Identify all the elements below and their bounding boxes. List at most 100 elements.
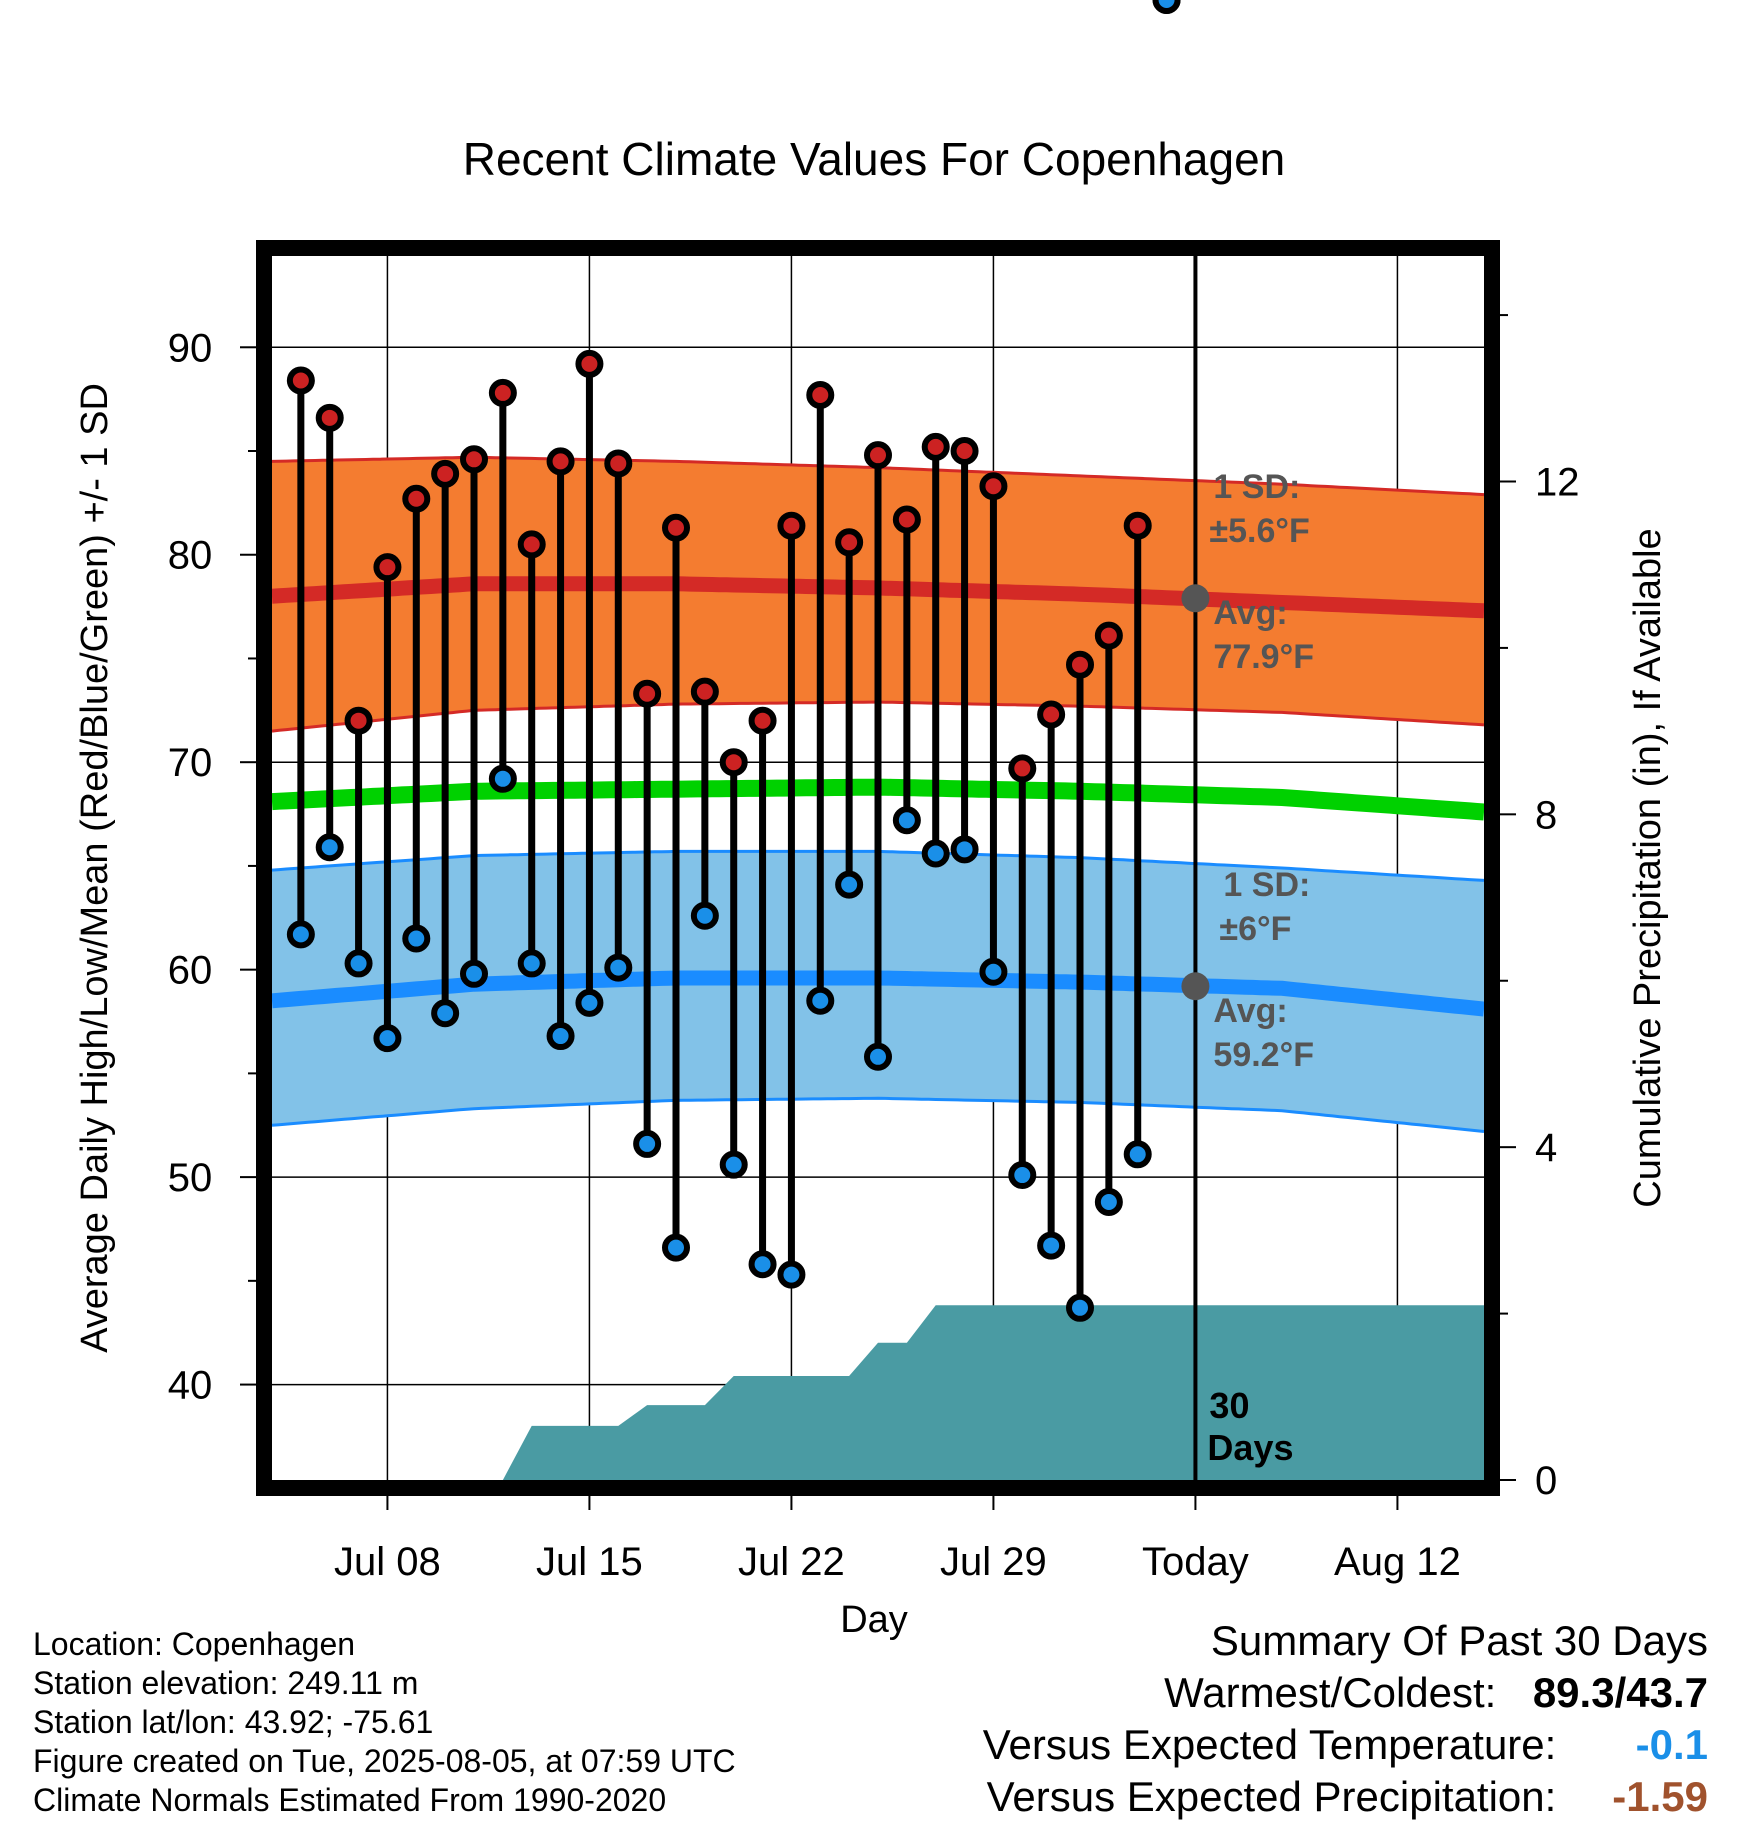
high-avg-label: Avg:	[1213, 594, 1287, 632]
today-high-avg-dot	[1181, 584, 1210, 613]
daily-high-point	[690, 677, 719, 706]
daily-low-point	[604, 953, 633, 982]
daily-high-point	[979, 472, 1008, 501]
daily-low-point	[373, 1024, 402, 1053]
y2-tick-label: 4	[1535, 1126, 1557, 1170]
low-avg-label: Avg:	[1213, 992, 1287, 1030]
daily-high-point	[950, 437, 979, 466]
summary-temp: Versus Expected Temperature: -0.1	[808, 1719, 1708, 1771]
summary-precip-value: -1.59	[1612, 1773, 1708, 1820]
daily-low-point	[690, 901, 719, 930]
daily-high-point	[1066, 650, 1094, 679]
x-tick-label: Aug 12	[1334, 1540, 1461, 1584]
daily-low-point	[835, 870, 864, 899]
daily-low-point	[488, 764, 517, 793]
daily-high-point	[546, 447, 575, 476]
daily-low-point	[344, 949, 373, 978]
low-avg-value: 59.2°F	[1213, 1036, 1314, 1074]
daily-low-point	[921, 839, 950, 868]
low-sd-label: 1 SD:	[1223, 866, 1310, 904]
daily-high-point	[892, 505, 921, 534]
precip-cumulative-area	[272, 1305, 1484, 1480]
daily-low-point	[950, 835, 979, 864]
y-tick-label: 70	[168, 741, 213, 785]
daily-high-point	[864, 441, 892, 470]
daily-high-point	[835, 528, 864, 557]
high-avg-value: 77.9°F	[1213, 638, 1314, 676]
daily-high-point	[633, 679, 662, 708]
daily-low-point	[1152, 0, 1181, 14]
daily-low-point	[517, 949, 546, 978]
y-tick-label: 80	[168, 534, 213, 578]
y2-tick-label: 12	[1535, 460, 1580, 504]
daily-high-point	[460, 445, 488, 474]
daily-high-point	[517, 530, 546, 559]
axes: 40 50 60 70 80 90 0 4 8 12 Jul 08 Jul 15 Jul 22 Jul 2…	[168, 314, 1580, 1584]
daily-high-point	[921, 432, 950, 461]
daily-low-point	[460, 959, 488, 988]
daily-high-point	[777, 511, 806, 540]
daily-low-point	[286, 920, 315, 949]
summary-warm-cold-label: Warmest/Coldest:	[1164, 1669, 1497, 1716]
daily-low-point	[315, 833, 344, 862]
y2-tick-label: 0	[1535, 1459, 1557, 1503]
summary-title: Summary Of Past 30 Days	[1210, 1617, 1708, 1664]
daily-low-point	[575, 988, 604, 1017]
x-tick-label: Jul 15	[536, 1540, 643, 1584]
daily-low-point	[806, 986, 835, 1015]
low-sd-band-lower-edge	[271, 1096, 1485, 1133]
x-tick-label: Jul 29	[940, 1540, 1047, 1584]
daily-low-point	[546, 1022, 575, 1051]
daily-low-point	[748, 1250, 777, 1279]
y-tick-label: 90	[168, 326, 213, 370]
daily-high-point	[402, 484, 431, 513]
daily-high-point	[719, 748, 748, 777]
y-axis-label: Average Daily High/Low/Mean (Red/Blue/Gr…	[74, 383, 116, 1353]
daily-low-point	[431, 999, 460, 1028]
daily-low-point	[777, 1260, 806, 1289]
daily-low-point	[1066, 1293, 1094, 1322]
daily-low-point	[1094, 1188, 1123, 1217]
daily-high-point	[662, 513, 690, 542]
y2-axis-label: Cumulative Precipitation (in), If Availa…	[1627, 528, 1669, 1207]
daily-high-point	[315, 403, 344, 432]
info-location: Location: Copenhagen	[33, 1626, 356, 1662]
summary-precip-label: Versus Expected Precipitation:	[986, 1773, 1557, 1820]
daily-low-point	[633, 1129, 662, 1158]
daily-high-point	[286, 366, 315, 395]
days-label-text: Days	[1207, 1427, 1293, 1468]
summary-temp-label: Versus Expected Temperature:	[982, 1721, 1557, 1768]
y-tick-label: 50	[168, 1156, 213, 1200]
x-tick-label: Jul 22	[738, 1540, 845, 1584]
y-tick-label: 40	[168, 1364, 213, 1408]
plot-area: 1 SD: ±5.6°F Avg: 77.9°F 1 SD: ±6°F Avg: 59.2°F…	[271, 0, 1485, 1480]
low-sd-value: ±6°F	[1219, 910, 1291, 948]
x-tick-label: Today	[1142, 1540, 1249, 1584]
daily-low-point	[402, 924, 431, 953]
daily-low-point	[864, 1042, 892, 1071]
daily-points	[286, 0, 1181, 1322]
high-sd-label: 1 SD:	[1213, 468, 1300, 506]
daily-high-point	[1037, 700, 1066, 729]
info-normals: Climate Normals Estimated From 1990-2020	[33, 1782, 667, 1818]
days-label-number: 30	[1209, 1385, 1249, 1426]
info-latlon: Station lat/lon: 43.92; -75.61	[33, 1704, 434, 1740]
summary-temp-value: -0.1	[1635, 1721, 1708, 1768]
daily-low-point	[979, 957, 1008, 986]
precip-area	[272, 1305, 1484, 1480]
today-low-avg-dot	[1181, 972, 1210, 1001]
daily-high-point	[373, 553, 402, 582]
y-tick-label: 60	[168, 949, 213, 993]
daily-stems	[297, 363, 1142, 1308]
daily-high-point	[604, 449, 633, 478]
daily-high-point	[1008, 754, 1037, 783]
plot-frame	[256, 240, 1500, 1496]
x-axis-label: Day	[840, 1599, 908, 1641]
info-elevation: Station elevation: 249.11 m	[33, 1665, 419, 1701]
daily-low-point	[662, 1233, 690, 1262]
daily-high-point	[806, 380, 835, 409]
daily-low-point	[1008, 1161, 1037, 1190]
summary-panel: Summary Of Past 30 Days Warmest/Coldest:…	[808, 1615, 1708, 1823]
daily-high-point	[748, 706, 777, 735]
